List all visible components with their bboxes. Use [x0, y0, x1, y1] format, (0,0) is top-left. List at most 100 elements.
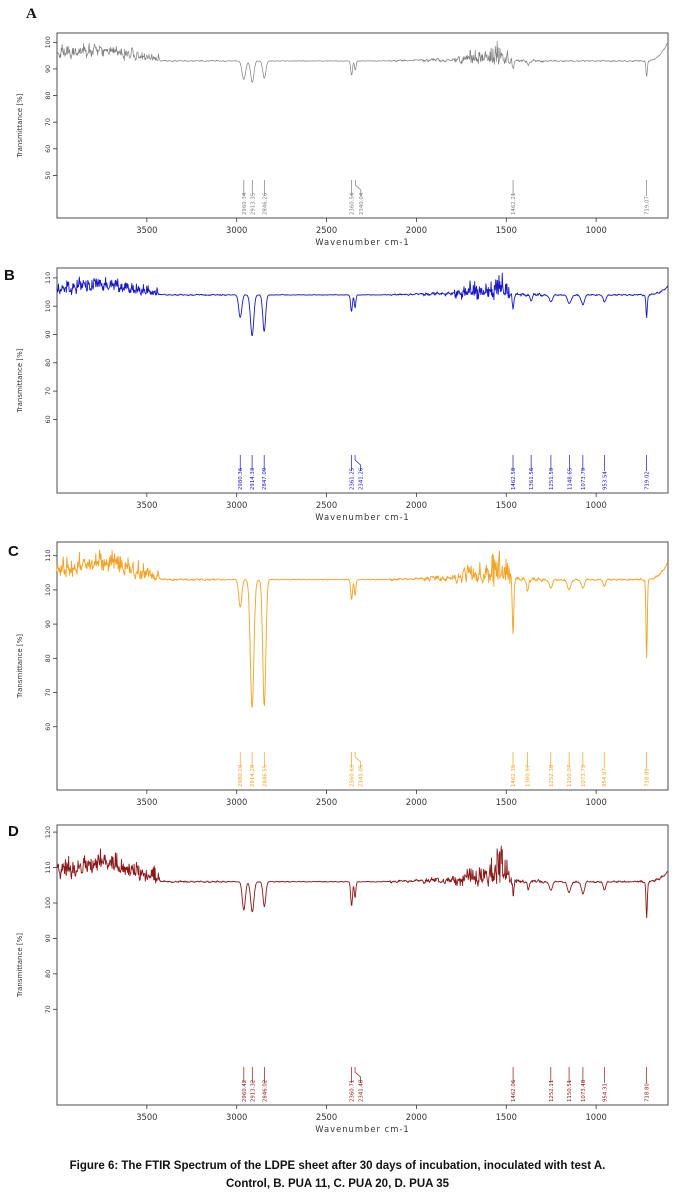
x-tick-label: 2000 — [406, 1112, 427, 1122]
spectrum-plot-a: A 100 90 80 70 60 50 Transmittance [%] 3500 3000 2… — [16, 6, 669, 247]
panel-letter: D — [8, 823, 19, 840]
y-tick-label: 60 — [44, 145, 52, 153]
peak-label: 2340.04 — [359, 192, 365, 215]
peak-label: 2341.05 — [359, 765, 365, 787]
y-tick-label: 80 — [44, 91, 52, 99]
y-tick-label: 90 — [44, 620, 52, 628]
x-tick-label: 3500 — [136, 500, 157, 510]
peak-label: 2846.02 — [262, 1080, 268, 1102]
peak-label: 1361.56 — [529, 467, 535, 490]
peak-label: 1380.97 — [526, 765, 532, 787]
y-tick-label: 70 — [44, 118, 52, 126]
x-tick-label: 2000 — [406, 225, 427, 235]
panel-letter: C — [8, 543, 19, 560]
x-tick-label: 2000 — [406, 500, 427, 510]
x-tick-label: 2000 — [406, 797, 427, 807]
x-tick-label: 1500 — [496, 500, 517, 510]
peak-label: 2913.32 — [250, 1080, 256, 1102]
x-tick-label: 1000 — [585, 500, 606, 510]
y-tick-label: 70 — [44, 688, 52, 696]
peak-label: 2960.42 — [242, 1080, 248, 1102]
y-axis-title: Transmittance [%] — [16, 93, 24, 158]
y-tick-label: 90 — [44, 65, 52, 73]
x-tick-label: 1500 — [496, 225, 517, 235]
x-tick-label: 1000 — [585, 225, 606, 235]
peak-label: 1073.48 — [581, 1079, 587, 1102]
spectrum-curve — [56, 845, 668, 919]
peak-label: 953.54 — [602, 471, 608, 490]
peak-label: 2914.29 — [250, 764, 256, 787]
y-tick-label: 50 — [44, 171, 52, 179]
x-tick-label: 3000 — [226, 225, 247, 235]
peak-label: 2846.26 — [262, 192, 268, 215]
peak-label: 1150.51 — [567, 1080, 573, 1102]
figure-caption: Figure 6: The FTIR Spectrum of the LDPE … — [0, 1157, 675, 1194]
y-tick-label: 110 — [44, 272, 52, 284]
y-tick-label: 80 — [44, 359, 52, 367]
peak-annotation-line — [354, 1067, 361, 1083]
peak-label: 1252.11 — [549, 1080, 555, 1102]
spectrum-panel-b-pua11: B 110 100 90 80 70 60 Transmittance [%] 3500 3000… — [0, 252, 675, 528]
y-tick-label: 80 — [44, 970, 52, 978]
peak-label: 954.97 — [602, 768, 608, 787]
peak-label: 2361.25 — [349, 468, 355, 490]
spectrum-curve — [56, 272, 668, 337]
panel-letter: A — [26, 6, 37, 22]
peak-label: 2360.54 — [350, 192, 356, 215]
y-tick-label: 60 — [44, 415, 52, 423]
y-tick-label: 110 — [44, 550, 52, 562]
x-tick-label: 2500 — [316, 500, 337, 510]
x-tick-label: 3500 — [136, 1112, 157, 1122]
peak-label: 718.89 — [645, 768, 651, 787]
y-tick-label: 100 — [44, 584, 52, 596]
spectrum-panel-d-pua35: D 120 110 100 90 80 70 Transmittance [%] 3500 300… — [0, 810, 675, 1155]
y-tick-label: 70 — [44, 1005, 52, 1013]
y-axis-title: Transmittance [%] — [16, 348, 24, 413]
y-tick-label: 100 — [44, 897, 52, 909]
y-tick-label: 120 — [44, 826, 52, 838]
peak-label: 1073.73 — [581, 765, 587, 787]
peak-label: 1462.21 — [511, 193, 517, 215]
x-axis-title: Wavenumber cm-1 — [315, 809, 409, 810]
peak-label: 2980.29 — [238, 764, 244, 787]
y-tick-label: 80 — [44, 654, 52, 662]
peak-label: 2980.36 — [238, 467, 244, 490]
peak-label: 2960.34 — [242, 192, 248, 215]
y-tick-label: 100 — [44, 36, 52, 48]
plot-border — [56, 267, 669, 494]
y-tick-label: 110 — [44, 861, 52, 873]
peak-label: 2914.33 — [250, 468, 256, 490]
spectrum-curve — [56, 549, 669, 708]
x-tick-label: 1500 — [496, 1112, 517, 1122]
peak-label: 1462.06 — [511, 1079, 517, 1102]
peak-label: 2360.71 — [350, 1080, 356, 1102]
spectrum-curve — [56, 40, 668, 83]
x-tick-label: 3000 — [226, 500, 247, 510]
peak-label: 2341.26 — [359, 467, 365, 490]
peak-label: 1462.35 — [511, 765, 517, 787]
y-tick-label: 90 — [44, 934, 52, 942]
x-axis-title: Wavenumber cm-1 — [315, 1124, 409, 1134]
peak-label: 1252.38 — [549, 764, 555, 787]
panel-letter: B — [4, 267, 15, 284]
x-tick-label: 1000 — [585, 1112, 606, 1122]
plot-border — [56, 541, 669, 791]
x-axis-title: Wavenumber cm-1 — [315, 512, 409, 522]
peak-annotation-line — [354, 455, 361, 471]
y-tick-label: 100 — [44, 300, 52, 312]
x-tick-label: 1500 — [496, 797, 517, 807]
x-tick-label: 2500 — [316, 1112, 337, 1122]
x-tick-label: 1000 — [585, 797, 606, 807]
caption-line-1: Figure 6: The FTIR Spectrum of the LDPE … — [69, 1160, 606, 1172]
x-tick-label: 2500 — [316, 797, 337, 807]
y-axis-title: Transmittance [%] — [16, 634, 24, 699]
x-tick-label: 3500 — [136, 225, 157, 235]
y-tick-label: 60 — [44, 723, 52, 731]
peak-label: 1148.65 — [567, 468, 573, 490]
peak-label: 719.02 — [645, 471, 651, 490]
peak-label: 2341.48 — [359, 1079, 365, 1102]
peak-label: 1073.79 — [581, 467, 587, 490]
spectrum-panel-a-control: A 100 90 80 70 60 50 Transmittance [%] 3500 3000 2… — [0, 0, 675, 252]
x-tick-label: 3500 — [136, 797, 157, 807]
